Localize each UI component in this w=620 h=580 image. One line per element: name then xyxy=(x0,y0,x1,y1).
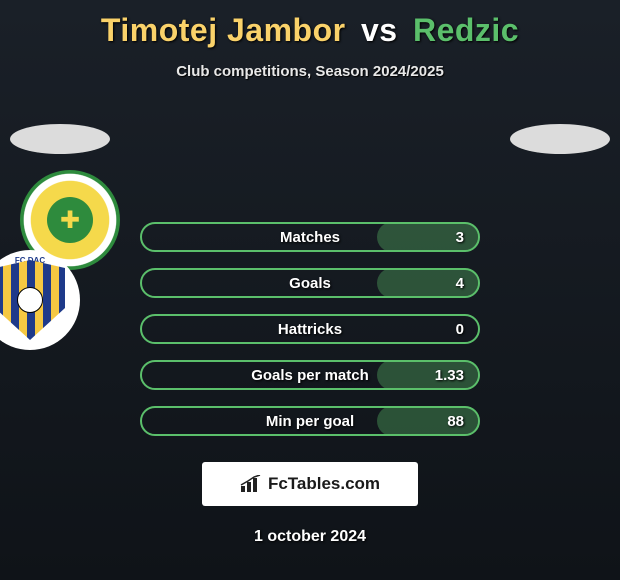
stat-bar-matches: Matches 3 xyxy=(140,222,480,252)
stat-value: 4 xyxy=(456,275,464,292)
stat-bar-goals-per-match: Goals per match 1.33 xyxy=(140,360,480,390)
stat-value: 3 xyxy=(456,229,464,246)
stat-label: Goals xyxy=(289,275,331,292)
stat-value: 0 xyxy=(456,321,464,338)
bar-chart-icon xyxy=(240,475,262,493)
club-badge-zilina-cross: ✚ xyxy=(47,197,93,243)
stat-bar-min-per-goal: Min per goal 88 xyxy=(140,406,480,436)
subtitle: Club competitions, Season 2024/2025 xyxy=(0,63,620,80)
date-text: 1 october 2024 xyxy=(0,528,620,546)
stat-bar-goals: Goals 4 xyxy=(140,268,480,298)
player2-photo-placeholder xyxy=(510,124,610,154)
stat-label: Goals per match xyxy=(251,367,369,384)
comparison-title: Timotej Jambor vs Redzic xyxy=(0,0,620,49)
stat-label: Min per goal xyxy=(266,413,354,430)
player2-name: Redzic xyxy=(413,12,519,48)
stat-value: 88 xyxy=(447,413,464,430)
player1-photo-placeholder xyxy=(10,124,110,154)
vs-text: vs xyxy=(361,12,398,48)
stat-bar-hattricks: Hattricks 0 xyxy=(140,314,480,344)
club-badge-dac-shield xyxy=(0,260,65,340)
stat-label: Matches xyxy=(280,229,340,246)
player1-name: Timotej Jambor xyxy=(101,12,346,48)
stat-label: Hattricks xyxy=(278,321,342,338)
brand-text: FcTables.com xyxy=(268,474,380,494)
brand-box[interactable]: FcTables.com xyxy=(202,462,418,506)
stat-value: 1.33 xyxy=(435,367,464,384)
club-badge-dac-ball xyxy=(17,287,43,313)
